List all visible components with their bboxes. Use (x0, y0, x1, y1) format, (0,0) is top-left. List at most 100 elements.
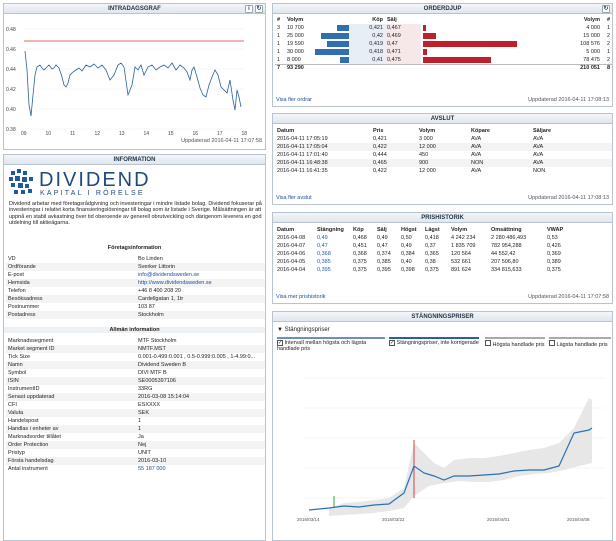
info-label: Marknadsorder tillåtet (8, 434, 61, 440)
price-history-cell: 2016-04-06 (277, 251, 306, 257)
info-row: Market segment ID NMTF.MST (6, 345, 265, 353)
orderbook-row: 1 8 000 0,41 0,475 78 475 2 (275, 56, 612, 64)
checkbox-checked-icon[interactable]: ✓ (389, 340, 395, 346)
sell-depth-cell (421, 32, 562, 40)
order-count: 1 (277, 56, 281, 63)
company-info-table: VD Bo Linden Ordförande Sverker Littorin E-p… (6, 255, 265, 319)
info-button[interactable]: i (245, 5, 253, 13)
buy-volume: 19 590 (287, 41, 304, 47)
info-label: Antal instrument (8, 466, 48, 472)
order-count: 1 (606, 49, 610, 55)
info-label: Order Protection (6, 441, 136, 449)
info-link[interactable]: 55 187 000 (138, 466, 166, 472)
option-high-label: Högsta handlade pris (492, 342, 545, 348)
info-label: Namn (6, 361, 136, 369)
x-tick-label: 2016/03/22 (382, 517, 405, 522)
orderbook-table: # Volym Köp Sälj Volym # 3 10 700 0,421 0,4… (275, 16, 612, 72)
info-value: Sverker Littorin (136, 263, 265, 271)
info-link[interactable]: http://www.dividendsweden.se (136, 279, 265, 287)
price-history-cell: 0,38 (425, 259, 436, 265)
closing-prices-chart: 2016/03/14 2016/03/22 2016/04/01 2016/04/08 (297, 377, 604, 522)
col-header: Volym (451, 227, 468, 233)
order-count: 2 (606, 41, 610, 47)
info-row: Valuta SEK (6, 409, 265, 417)
more-trades-link[interactable]: Visa fler avslut (276, 195, 312, 201)
sell-depth-cell (421, 24, 562, 32)
price-history-cell: 0,368 (353, 251, 367, 257)
price-history-cell: 0,47 (317, 243, 328, 249)
closing-prices-panel: STÄNGNINGSPRISER ▼ Stängningspriser ✓ In… (272, 311, 613, 541)
col-header: Köpare (471, 128, 490, 134)
information-panel: INFORMATION DIVIDEND KAPITAL I RÖRELSE D… (3, 154, 266, 541)
info-row: Besöksadress Cardellgatan 1, 1tr (6, 295, 265, 303)
info-row: Första handelsdag 2016-03-10 (6, 457, 265, 465)
info-label: InstrumentID (8, 386, 40, 392)
info-value: SE0005397106 (136, 377, 265, 385)
orderbook-refresh-button[interactable]: ↻ (602, 5, 610, 13)
info-label: Telefon (8, 288, 26, 294)
info-link[interactable]: info@dividendsweden.se (138, 272, 200, 278)
col-header: Sälj (377, 227, 387, 233)
option-range[interactable]: ✓ Intervall mellan högsta och lägsta han… (277, 337, 385, 352)
more-price-history-link[interactable]: Visa mer prishistorik (276, 294, 326, 300)
price-history-cell: 0,451 (353, 243, 367, 249)
intraday-updated-text: Uppdaterad 2016-04-11 17:07:58 (181, 138, 262, 144)
info-row: Senast uppdaterad 2016-03-08 15:14:04 (6, 393, 265, 401)
price-history-cell: 2016-04-07 (277, 243, 306, 249)
trades-header-row: Datum Pris Volym Köpare Säljare (275, 127, 612, 135)
buy-depth-bar (321, 33, 349, 39)
company-logo: DIVIDEND KAPITAL I RÖRELSE (9, 169, 179, 199)
x-tick-label: 09 (21, 131, 27, 137)
price-history-cell: 0,468 (353, 235, 367, 241)
buy-volume-cell: 30 000 (285, 48, 349, 56)
col-header: Köp (353, 227, 364, 233)
info-label: Ordförande (6, 263, 136, 271)
range-band (329, 398, 592, 516)
trade-cell: 2016-04-11 16:48:38 (275, 159, 371, 167)
price-history-title: PRISHISTORIK (421, 215, 464, 221)
price-history-cell: 0,375 (353, 259, 367, 265)
x-tick-label: 18 (242, 131, 248, 137)
orderbook-header: ORDERDJUP ↻ (273, 4, 612, 14)
trade-cell: 2016-04-11 17:05:19 (277, 136, 328, 142)
price-history-cell: 0,37 (425, 243, 436, 249)
checkbox-unchecked-icon[interactable] (485, 340, 491, 346)
info-row: Marknadssegment MTF Stockholm (6, 337, 265, 345)
refresh-button[interactable]: ↻ (255, 5, 263, 13)
col-header: Säljare (533, 128, 552, 134)
trade-cell: 0,422 (373, 168, 387, 174)
x-tick-label: 17 (217, 131, 223, 137)
intraday-chart: 0.48 0.46 0.44 0.42 0.40 0.38 09 10 11 12 13 14 15 1… (6, 27, 248, 137)
price-history-table: Datum Stängning Köp Sälj Högst Lägst Vol… (275, 226, 612, 274)
info-value: 2016-03-10 (136, 457, 265, 465)
option-low[interactable]: Lägsta handlade pris (549, 337, 611, 348)
intraday-updated: Uppdaterad 2016-04-11 17:07:58 (7, 138, 262, 144)
orderbook-updated-text: Uppdaterad 2016-04-11 17:08:13 (528, 97, 609, 103)
price-history-updated-text: Uppdaterad 2016-04-11 17:07:58 (528, 294, 609, 300)
info-label: Handlas i enheter av (6, 425, 136, 433)
checkbox-unchecked-icon[interactable] (549, 340, 555, 346)
total-cell: 93 290 (287, 65, 304, 72)
price-history-cell: 891 624 (451, 267, 471, 273)
info-row: Pristyp UNIT (6, 449, 265, 457)
trade-cell: AVA (471, 136, 482, 142)
trade-cell: 2016-04-11 17:01:40 (277, 152, 328, 158)
price-history-cell: 0,53 (547, 235, 558, 241)
trade-cell: AVA (471, 168, 482, 174)
option-closing[interactable]: ✓ Stängningspriser, inte korrigerade (389, 337, 479, 346)
x-tick-label: 16 (193, 131, 199, 137)
info-label: Marknadssegment (8, 338, 54, 344)
option-high[interactable]: Högsta handlade pris (485, 337, 545, 348)
price-history-cell: 0,49 (377, 235, 388, 241)
info-row: Telefon +46 8 400 208 20 (6, 287, 265, 295)
legend-toggle[interactable]: ▼ Stängningspriser (277, 327, 330, 333)
info-label: Valuta (6, 409, 136, 417)
price-history-cell: 0,418 (425, 235, 439, 241)
buy-volume-cell: 19 590 (285, 40, 349, 48)
info-row: CFI ESXXXX (6, 401, 265, 409)
more-orders-link[interactable]: Visa fler ordrar (276, 97, 312, 103)
sell-depth-cell (421, 40, 562, 48)
price-history-cell: 2016-04-08 (277, 235, 306, 241)
info-row: Handelspost 1 (6, 417, 265, 425)
y-tick-label: 0.44 (6, 67, 16, 73)
